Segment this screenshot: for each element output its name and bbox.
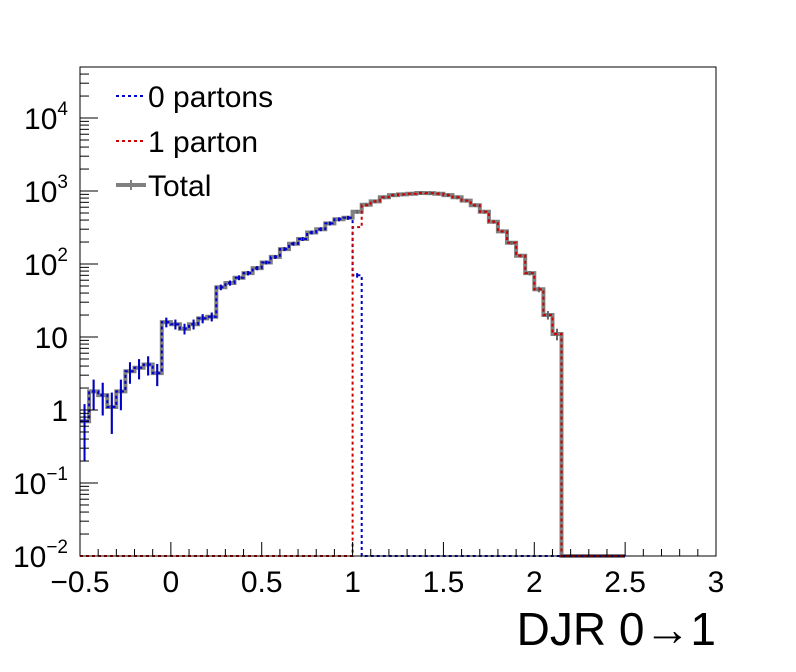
ticks-layer (79, 66, 717, 557)
x-tick-label: 0.5 (241, 566, 283, 599)
y-tick-label: 1 (51, 395, 68, 428)
legend-label: 0 partons (148, 81, 273, 114)
tick-labels-layer: −0.5 0 0.5 1 1.5 2 2.5 3 10−2 10−1 1 10 102 103 104 (13, 99, 724, 599)
x-tick-label: 1.5 (423, 566, 465, 599)
x-tick-label: 3 (708, 566, 725, 599)
y-tick-label: 104 (24, 99, 68, 136)
legend-label: Total (148, 170, 211, 203)
y-tick-label: 102 (24, 245, 68, 282)
x-tick-label: 2 (526, 566, 543, 599)
legend-label: 1 parton (148, 126, 258, 159)
x-tick-label: 2.5 (604, 566, 646, 599)
x-tick-label: 0 (163, 566, 180, 599)
plot-frame (79, 66, 717, 557)
y-tick-label: 10 (35, 322, 68, 355)
legend: 0 partons 1 parton Total (116, 81, 273, 203)
y-tick-label: 10−1 (13, 464, 68, 501)
y-tick-label: 10−2 (13, 537, 68, 574)
x-tick-label: 1 (344, 566, 361, 599)
x-axis-title: DJR 0→1 (517, 603, 716, 655)
x-tick-label: −0.5 (50, 566, 109, 599)
y-tick-label: 103 (24, 172, 68, 209)
